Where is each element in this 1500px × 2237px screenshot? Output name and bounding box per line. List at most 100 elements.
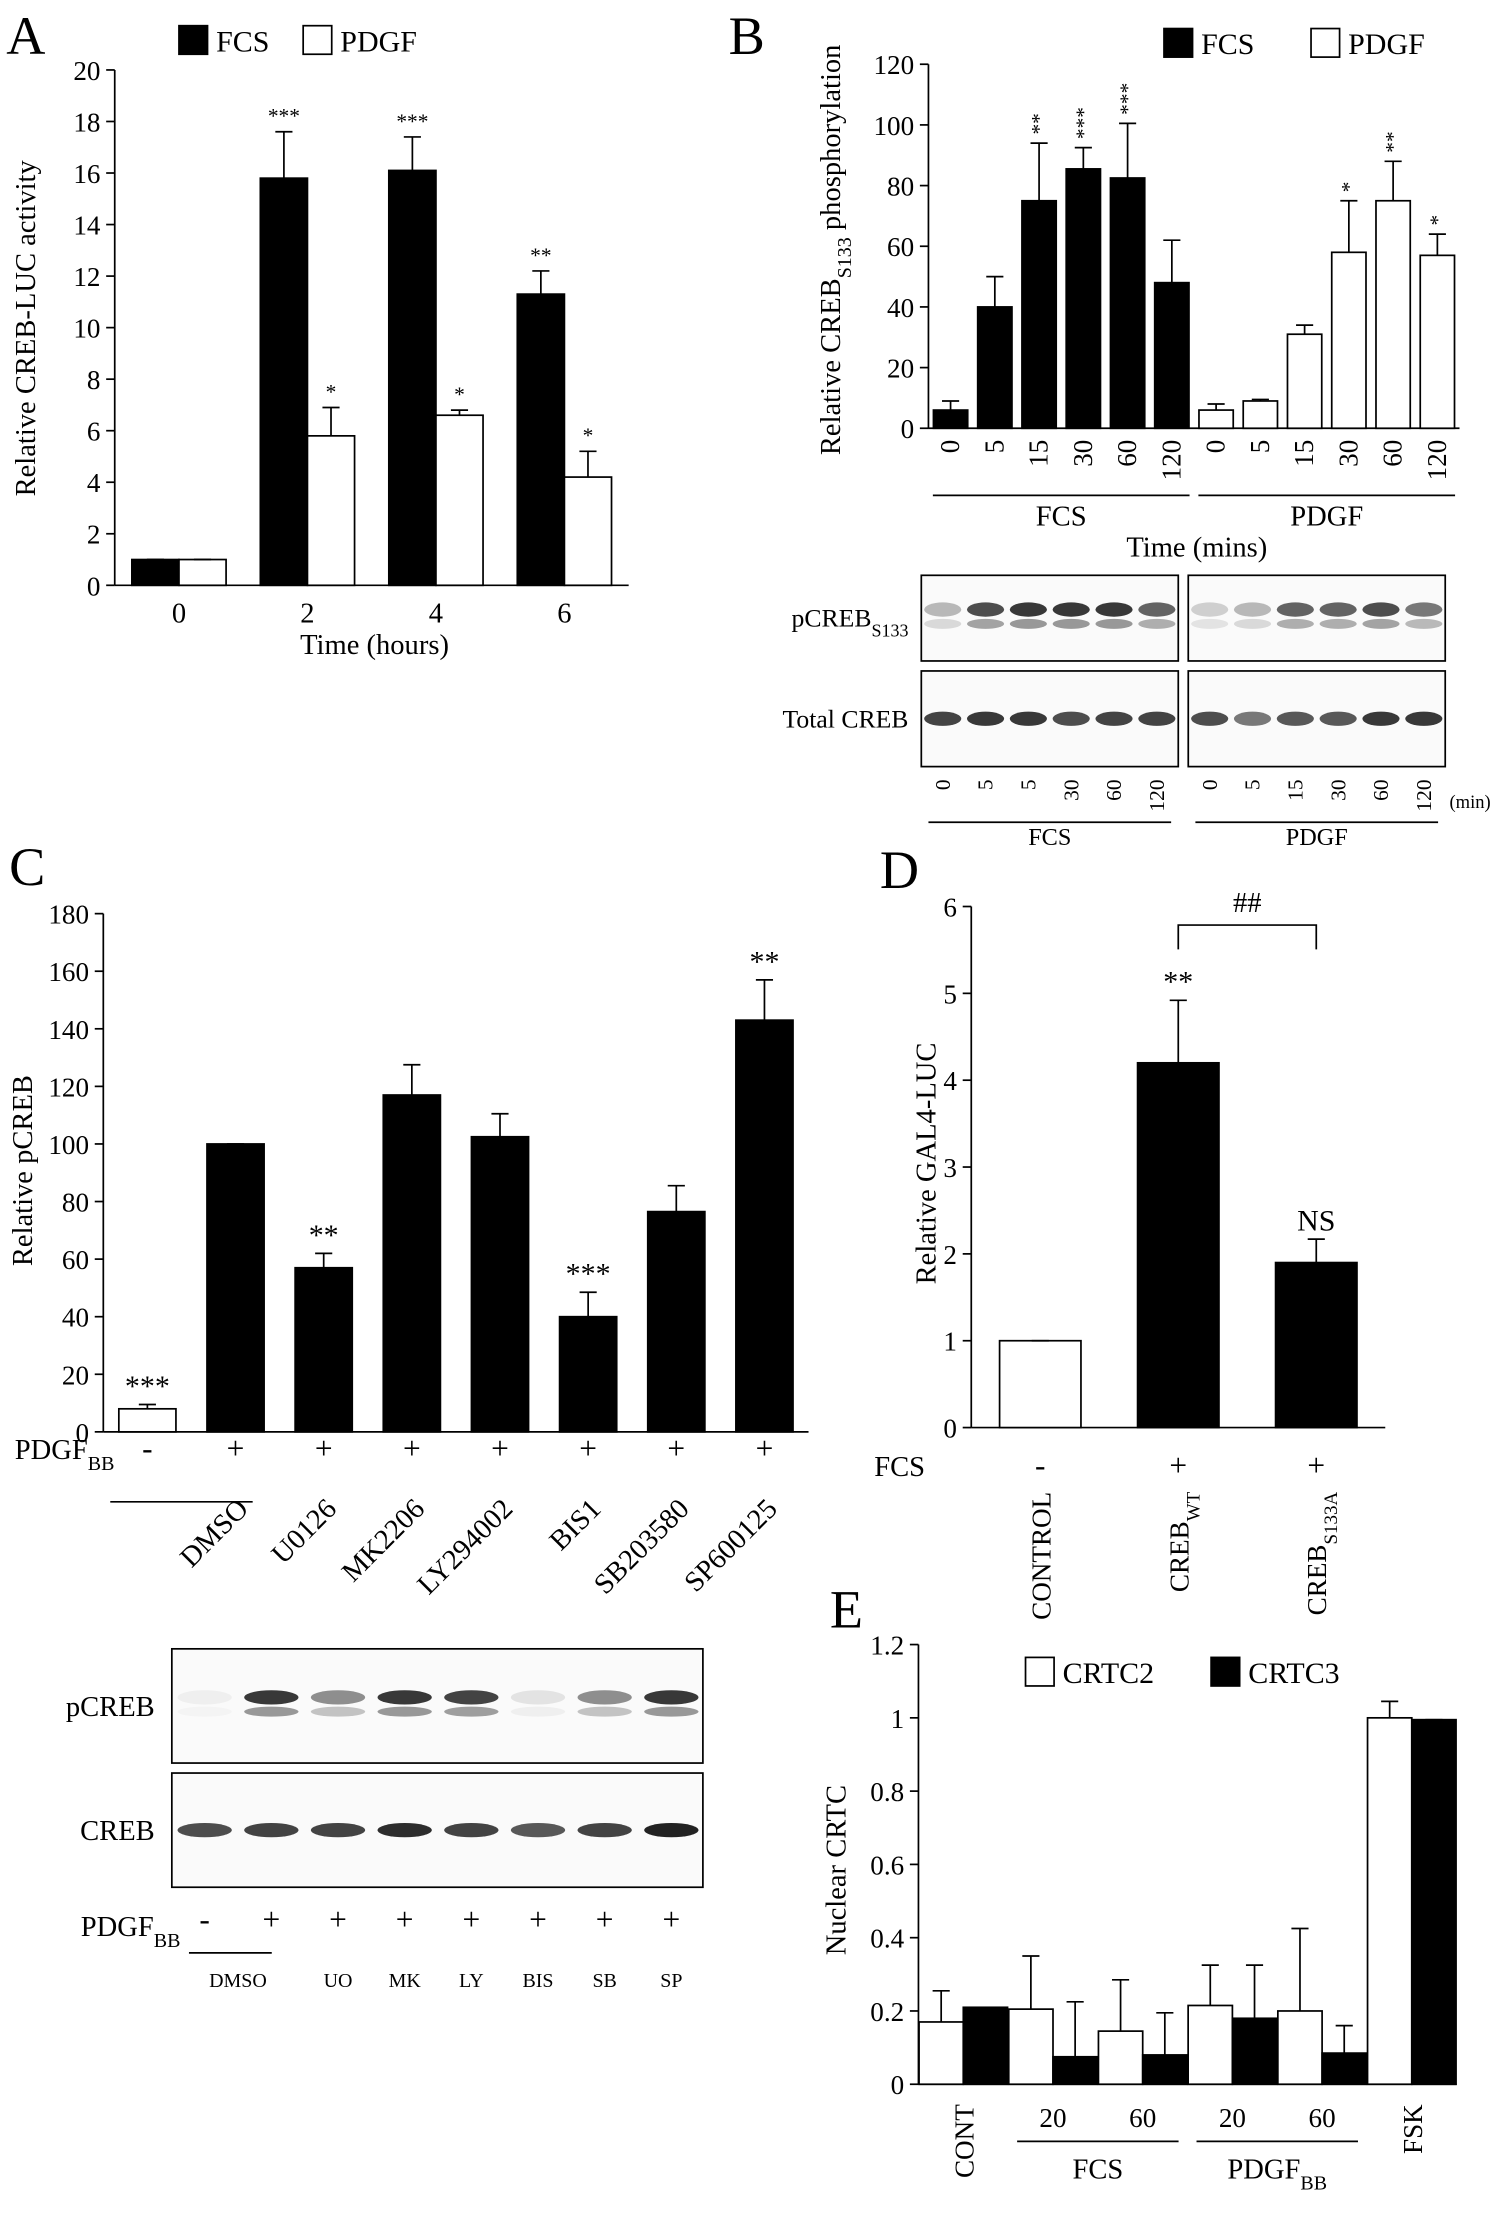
bar (1274, 1261, 1358, 1429)
blot-band (1009, 711, 1047, 726)
bar (382, 1094, 442, 1433)
x-tick-label: CREBWT (1164, 1491, 1204, 1592)
bar (1021, 199, 1058, 430)
blot-band (377, 1690, 432, 1705)
y-tick-label: 3 (943, 1153, 957, 1183)
y-tick-label: 0 (87, 571, 101, 601)
y-tick-label: 10 (73, 314, 100, 344)
panel-label: A (6, 6, 45, 66)
blot-box (1187, 670, 1447, 768)
sign: + (403, 1431, 421, 1466)
y-axis-label: Relative GAL4-LUC (912, 1043, 943, 1285)
y-tick-label: 20 (62, 1360, 89, 1390)
y-tick-label: 2 (943, 1240, 957, 1270)
error-bar (755, 979, 774, 1021)
y-tick-label: 140 (48, 1015, 89, 1045)
sign: + (579, 1431, 597, 1466)
blot-band (1233, 602, 1272, 617)
error-bar (491, 1112, 509, 1137)
y-tick-label: 0.2 (870, 1997, 904, 2027)
error-bar (1119, 122, 1137, 178)
blot-band (510, 1823, 566, 1838)
blot-lane-label: 30 (1326, 779, 1350, 800)
blot-band (444, 1690, 499, 1705)
error-bar (1169, 999, 1187, 1063)
y-tick-label: 0 (943, 1414, 957, 1444)
y-tick-label: 180 (48, 900, 89, 930)
x-tick-label: 0 (172, 598, 186, 629)
y-axis-label: Relative CREB-LUC activity (11, 160, 42, 497)
error-bar (1163, 239, 1181, 283)
sign: + (315, 1431, 333, 1466)
y-tick-label: 40 (887, 293, 914, 323)
blot-band (1319, 711, 1357, 726)
blot-band (310, 1706, 366, 1717)
bar (918, 2021, 965, 2086)
y-tick-label: 100 (873, 111, 914, 141)
y-tick-label: 20 (887, 354, 914, 384)
blot-group-label: PDGF (1286, 824, 1348, 851)
group-label: PDGFBB (1227, 2154, 1327, 2194)
error-bar (1381, 1700, 1399, 1718)
legend-label: PDGF (340, 25, 417, 58)
error-bar (1207, 403, 1225, 411)
x-tick-label: 60 (1378, 440, 1408, 467)
sign-row-label-sub: BB (88, 1453, 115, 1475)
sign: + (1169, 1448, 1187, 1483)
y-tick-label: 0 (891, 2070, 905, 2100)
significance-label: *** (125, 1370, 170, 1403)
legend-swatch (302, 24, 333, 56)
y-tick-label: 1 (891, 1704, 905, 1734)
blot-band (1319, 602, 1357, 617)
x-tick-label: 120 (1422, 440, 1452, 481)
x-tick-label: 5 (1245, 440, 1275, 454)
blot-lane-label: 120 (1412, 779, 1436, 811)
y-tick-label: 40 (62, 1303, 89, 1333)
y-axis-label-sub: S133 (834, 237, 856, 278)
blot-band (966, 711, 1005, 726)
x-tick-label-main: CREB (1164, 1521, 1194, 1592)
blot-band (1191, 602, 1229, 617)
treatment-label: DMSO (175, 1493, 255, 1573)
blot-box (1187, 574, 1447, 662)
blot-lane-label: SB (592, 1970, 616, 1992)
blot-sign-label-main: PDGF (81, 1912, 154, 1943)
legend-label: FCS (1201, 28, 1254, 61)
significance-label: *** (268, 104, 300, 128)
blot-band (1405, 711, 1443, 726)
treatment-label: SP600125 (679, 1493, 784, 1598)
sign: - (1035, 1448, 1045, 1483)
error-bar (986, 275, 1004, 307)
y-tick-label: 0 (75, 1418, 89, 1448)
error-bar (1074, 146, 1092, 169)
blot-band (1362, 711, 1400, 726)
error-bar (403, 1063, 421, 1096)
blot-row-label: Total CREB (783, 704, 909, 733)
x-tick-label-sub: S133A (1321, 1492, 1342, 1545)
bracket (1177, 924, 1318, 950)
blot-band (1052, 618, 1090, 629)
blot-band (1138, 711, 1176, 726)
blot-band (1052, 602, 1090, 617)
significance-label: *** (1071, 107, 1095, 139)
y-tick-label: 0.8 (870, 1777, 904, 1807)
blot-band (1009, 602, 1047, 617)
y-tick-label: 120 (873, 50, 914, 80)
blot-band (244, 1690, 299, 1705)
y-tick-label: 2 (87, 520, 101, 550)
error-bar (1251, 398, 1269, 401)
group-label: FCS (1036, 501, 1087, 532)
blot-sign-label-sub: BB (154, 1930, 181, 1952)
y-tick-label: 4 (87, 468, 101, 498)
blot-band (1362, 618, 1400, 629)
error-bar (403, 136, 421, 171)
blot-band (577, 1690, 632, 1705)
blot-band (644, 1690, 699, 1705)
y-tick-label: 120 (48, 1072, 89, 1102)
blot-band (1319, 618, 1357, 629)
sign: + (756, 1431, 774, 1466)
error-bar (1428, 233, 1446, 256)
blot-band (510, 1690, 566, 1705)
error-bar (667, 1184, 685, 1212)
bar (1136, 1061, 1220, 1429)
